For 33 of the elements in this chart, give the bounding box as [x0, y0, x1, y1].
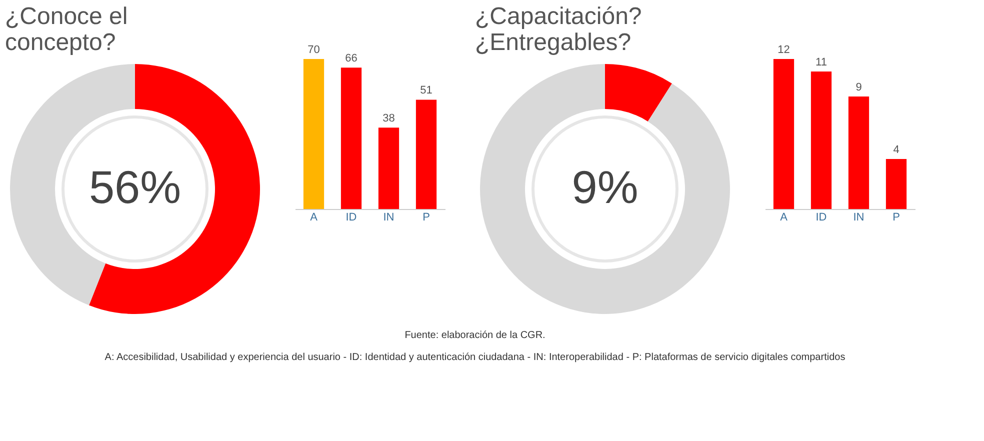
data-label: 66 — [345, 52, 358, 65]
text: A: Accesibilidad, Usabilidad y experiencia del usuario - ID: Identidad y autenticación ciudadana - IN: Interoperabilidad - P: Plataformas de servicio digitales compartidos — [104, 352, 846, 363]
x-tick-label: IN — [853, 212, 864, 224]
donut-slice — [605, 64, 672, 122]
data-label: 4 — [893, 144, 900, 156]
data-label: 12 — [778, 44, 790, 56]
data-label: 9 — [856, 82, 862, 94]
bar — [416, 100, 437, 209]
bar — [340, 68, 362, 209]
donut-slice — [480, 64, 730, 314]
bar — [378, 128, 400, 209]
x-tick-label: A — [780, 212, 788, 224]
donut-slice — [88, 64, 260, 314]
bar — [773, 59, 794, 209]
data-label: 51 — [420, 84, 432, 97]
bar — [810, 72, 832, 209]
data-label: 38 — [382, 112, 395, 125]
chart-title: ¿Conoce el concepto? — [5, 3, 128, 56]
x-tick-label: A — [310, 212, 318, 224]
chart-title: ¿Capacitación? ¿Entregables? — [475, 3, 642, 56]
x-tick-label: IN — [383, 212, 394, 224]
data-label: 11 — [816, 56, 827, 68]
bar — [303, 59, 324, 209]
x-tick-label: P — [422, 212, 430, 224]
source-note: Fuente: elaboración de la CGR. — [404, 330, 546, 341]
x-tick-label: P — [892, 212, 900, 224]
data-label: 9% — [572, 161, 638, 213]
x-tick-label: ID — [346, 212, 357, 224]
bar — [886, 159, 907, 209]
data-label: 70 — [308, 44, 320, 56]
data-label: 56% — [88, 161, 182, 213]
bar — [848, 96, 870, 209]
x-tick-label: ID — [816, 212, 827, 224]
